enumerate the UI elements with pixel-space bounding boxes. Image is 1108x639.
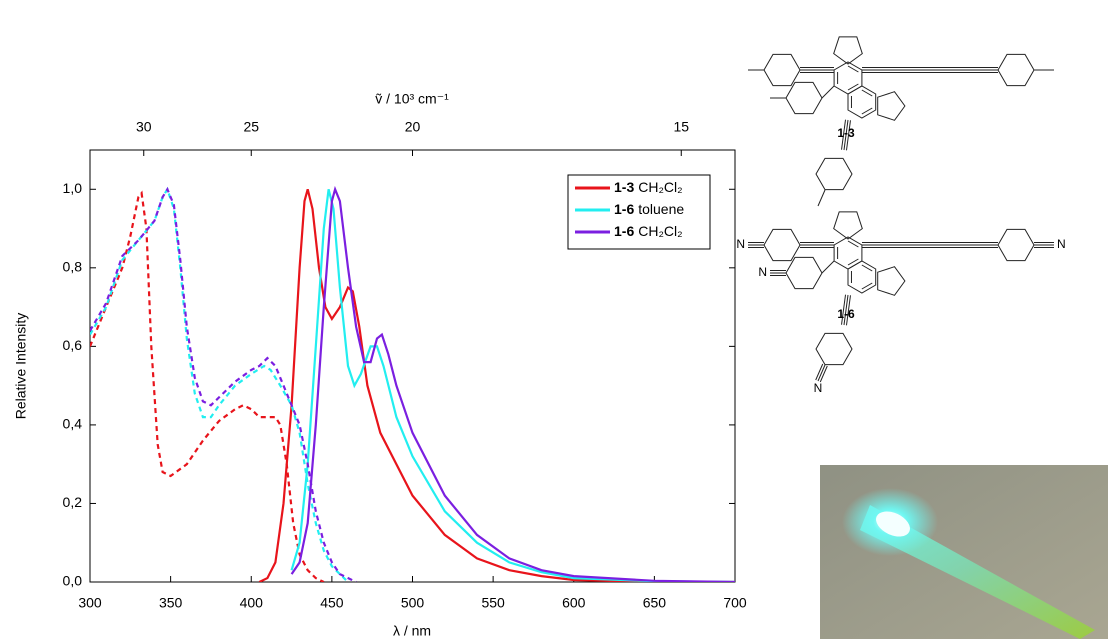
alkyne	[843, 119, 849, 151]
aryl-ring	[997, 53, 1035, 87]
aryl-ring	[815, 157, 853, 191]
legend-label: 1-6 CH₂Cl₂	[614, 223, 683, 239]
photo-tip	[876, 511, 910, 537]
legend-label: 1-3 CH₂Cl₂	[614, 179, 683, 195]
legend-solvent: toluene	[638, 201, 684, 217]
atom-label: N	[814, 381, 823, 395]
y-tick-label: 1,0	[63, 180, 83, 196]
ring	[847, 85, 877, 119]
atom-label: N	[758, 265, 767, 279]
x2-tick-label: 30	[136, 119, 152, 135]
legend-compound: 1-6	[614, 201, 634, 217]
cyclopentane	[833, 36, 863, 65]
x2-axis-label: ṽ / 10³ cm⁻¹	[375, 91, 449, 107]
ring	[833, 236, 863, 270]
x-tick-label: 350	[159, 595, 183, 611]
alkyne	[817, 364, 826, 382]
legend-solvent: CH₂Cl₂	[638, 179, 682, 195]
ring	[833, 61, 863, 95]
double-bond	[847, 258, 859, 266]
cyclopentane	[833, 211, 863, 240]
legend-compound: 1-6	[614, 223, 634, 239]
legend-compound: 1-3	[614, 179, 634, 195]
alkyne	[841, 294, 847, 325]
x-tick-label: 550	[481, 595, 505, 611]
cyclopentane	[877, 91, 906, 121]
aryl-ring	[815, 332, 853, 366]
cyclopentane	[877, 266, 906, 296]
x-axis-label: λ / nm	[393, 623, 431, 639]
double-bond	[861, 282, 873, 290]
emission-line	[258, 189, 735, 582]
y-axis-label: Relative Intensity	[13, 313, 29, 420]
compound-label: 1-3	[837, 126, 855, 140]
x-tick-label: 500	[401, 595, 425, 611]
photo	[820, 465, 1108, 639]
absorption-line	[90, 186, 349, 582]
ring	[847, 260, 877, 294]
y-tick-label: 0,6	[63, 337, 83, 353]
double-bond	[847, 65, 859, 73]
x-tick-label: 300	[78, 595, 102, 611]
x-tick-label: 650	[643, 595, 667, 611]
alkyne	[819, 365, 828, 383]
x-tick-label: 400	[240, 595, 264, 611]
y-tick-label: 0,4	[63, 416, 83, 432]
x2-tick-label: 20	[405, 119, 421, 135]
bond	[821, 85, 835, 99]
aryl-ring	[785, 81, 823, 115]
x-tick-label: 700	[723, 595, 747, 611]
absorption-line	[90, 190, 325, 582]
alkyne	[841, 119, 847, 150]
aryl-ring	[763, 228, 801, 262]
aryl-ring	[785, 256, 823, 290]
aryl-ring	[763, 53, 801, 87]
aryl-ring	[997, 228, 1035, 262]
compound-label: 1-6	[837, 307, 855, 321]
double-bond	[861, 107, 873, 115]
double-bond	[861, 89, 873, 97]
bond	[821, 260, 835, 274]
x2-tick-label: 15	[673, 119, 689, 135]
x2-tick-label: 25	[243, 119, 259, 135]
alkyne	[845, 120, 851, 151]
double-bond	[847, 240, 859, 248]
methyl	[817, 189, 826, 207]
emission-line	[290, 185, 735, 582]
y-tick-label: 0,2	[63, 494, 83, 510]
x-tick-label: 450	[320, 595, 344, 611]
legend-solvent: CH₂Cl₂	[638, 223, 682, 239]
photo-background	[820, 465, 1108, 639]
y-tick-label: 0,0	[63, 573, 83, 589]
atom-label: N	[736, 237, 745, 251]
double-bond	[847, 83, 859, 91]
legend-label: 1-6 toluene	[614, 201, 684, 217]
alkyne	[843, 294, 849, 326]
y-tick-label: 0,8	[63, 259, 83, 275]
x-tick-label: 600	[562, 595, 586, 611]
double-bond	[861, 264, 873, 272]
emission-line	[290, 189, 735, 582]
alkyne	[845, 295, 851, 326]
alkyne	[815, 363, 824, 381]
atom-label: N	[1057, 237, 1066, 251]
